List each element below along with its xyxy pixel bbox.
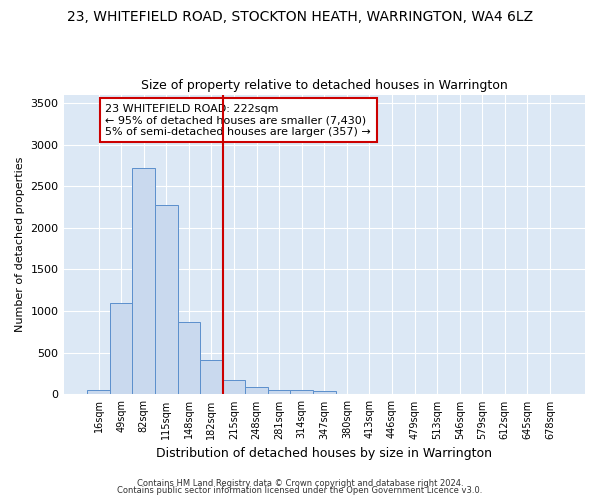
Text: 23, WHITEFIELD ROAD, STOCKTON HEATH, WARRINGTON, WA4 6LZ: 23, WHITEFIELD ROAD, STOCKTON HEATH, WAR… <box>67 10 533 24</box>
Title: Size of property relative to detached houses in Warrington: Size of property relative to detached ho… <box>141 79 508 92</box>
Bar <box>223 380 245 394</box>
Bar <box>313 391 335 394</box>
Text: Contains HM Land Registry data © Crown copyright and database right 2024.: Contains HM Land Registry data © Crown c… <box>137 478 463 488</box>
Bar <box>87 390 110 394</box>
Bar <box>178 322 200 394</box>
Y-axis label: Number of detached properties: Number of detached properties <box>15 157 25 332</box>
Bar <box>110 303 133 394</box>
Bar <box>290 390 313 394</box>
Text: 23 WHITEFIELD ROAD: 222sqm
← 95% of detached houses are smaller (7,430)
5% of se: 23 WHITEFIELD ROAD: 222sqm ← 95% of deta… <box>105 104 371 137</box>
X-axis label: Distribution of detached houses by size in Warrington: Distribution of detached houses by size … <box>156 447 492 460</box>
Text: Contains public sector information licensed under the Open Government Licence v3: Contains public sector information licen… <box>118 486 482 495</box>
Bar <box>155 204 178 394</box>
Bar <box>200 360 223 394</box>
Bar <box>133 168 155 394</box>
Bar <box>245 386 268 394</box>
Bar <box>268 390 290 394</box>
